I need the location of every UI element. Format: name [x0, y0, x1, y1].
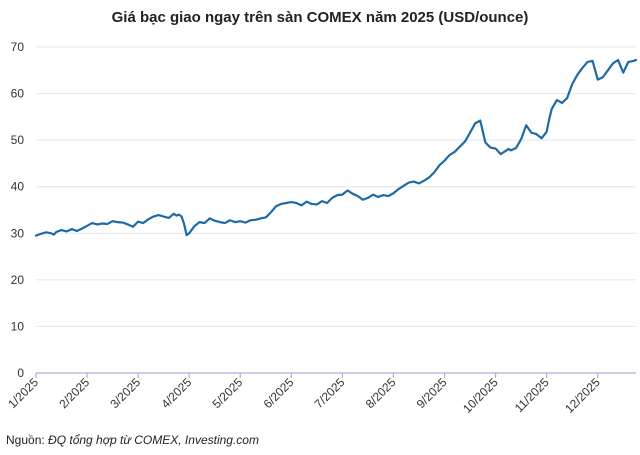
source-label: Nguồn:: [6, 433, 49, 447]
y-tick-label: 10: [11, 319, 25, 333]
y-tick-label: 70: [11, 40, 25, 54]
x-tick-label: 6/2025: [261, 375, 297, 411]
source-note: Nguồn: ĐQ tổng hợp từ COMEX, Investing.c…: [6, 433, 259, 447]
chart-title: Giá bạc giao ngay trên sàn COMEX năm 202…: [112, 9, 529, 26]
y-tick-label: 0: [17, 366, 24, 380]
series-layer: [34, 58, 638, 237]
x-tick-label: 9/2025: [414, 375, 450, 411]
x-tick-label: 8/2025: [363, 375, 399, 411]
x-tick-label: 1/2025: [5, 375, 41, 411]
x-tick-label: 2/2025: [56, 375, 92, 411]
x-tick-label: 4/2025: [158, 375, 194, 411]
y-tick-label: 20: [11, 273, 25, 287]
y-tick-label: 50: [11, 133, 25, 147]
x-tick-label: 11/2025: [512, 375, 552, 415]
x-tick-label: 3/2025: [107, 375, 143, 411]
x-tick-label: 5/2025: [210, 375, 246, 411]
y-tick-label: 30: [11, 226, 25, 240]
y-axis-ticks: 0 10 20 30 40 50 60 70: [11, 40, 25, 380]
x-tick-label: 7/2025: [312, 375, 348, 411]
x-tick-label: 12/2025: [562, 375, 603, 416]
series-line-0: [34, 58, 638, 237]
x-tick-label: 10/2025: [460, 375, 501, 416]
x-axis-ticks: 1/2025 2/2025 3/2025 4/2025 5/2025 6/2025 7/20…: [5, 373, 603, 416]
gridlines: [36, 46, 636, 327]
source-text: ĐQ tổng hợp từ COMEX, Investing.com: [48, 433, 259, 447]
y-tick-label: 40: [11, 180, 25, 194]
y-tick-label: 60: [11, 87, 25, 101]
